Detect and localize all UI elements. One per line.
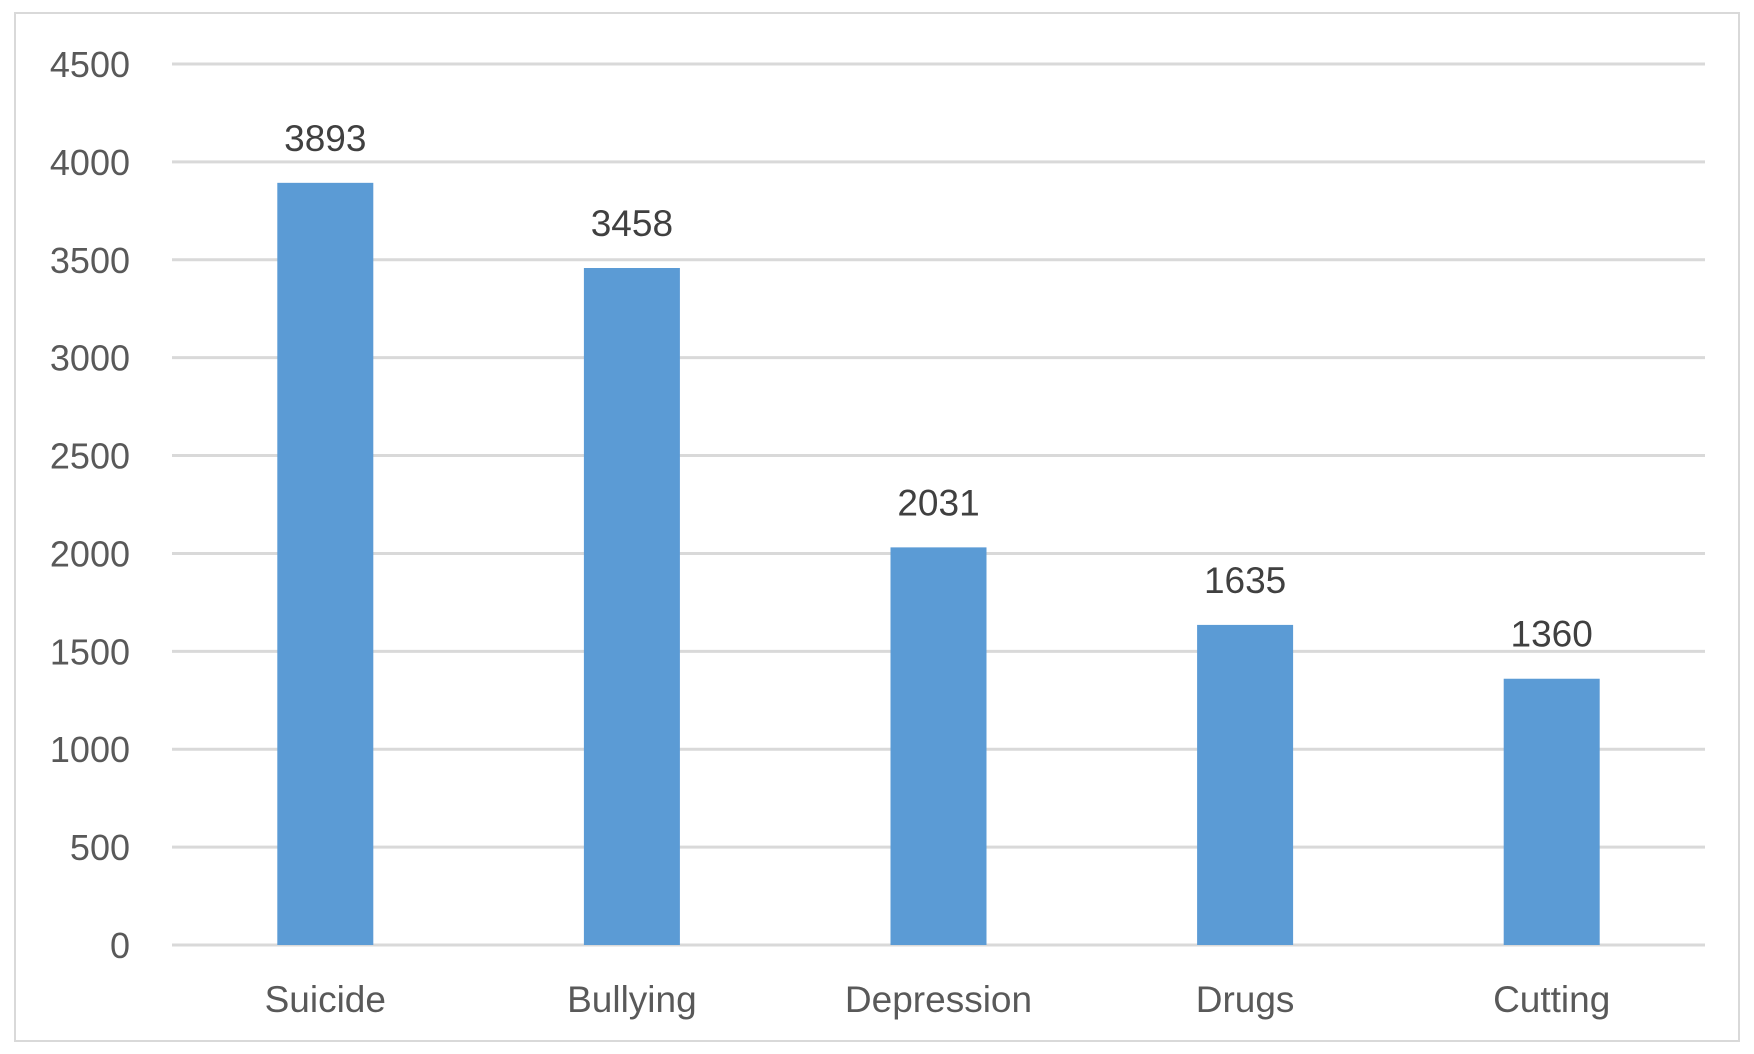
x-category-label: Depression (845, 979, 1032, 1020)
y-tick-label: 4500 (50, 44, 130, 85)
x-category-label: Suicide (265, 979, 386, 1020)
y-tick-label: 4000 (50, 142, 130, 183)
bar (1503, 678, 1600, 945)
y-axis-tick-labels: 0 500 1000 1500 2000 2500 3000 3500 4000 4500 (50, 44, 130, 966)
data-label: 3458 (591, 203, 673, 244)
bar (277, 182, 374, 946)
y-tick-label: 1000 (50, 729, 130, 770)
y-tick-label: 2000 (50, 533, 130, 574)
y-tick-label: 0 (110, 925, 130, 966)
x-category-label: Cutting (1493, 979, 1610, 1020)
x-category-label: Bullying (567, 979, 697, 1020)
data-labels: 3893 3458 2031 1635 1360 (284, 118, 1593, 655)
x-axis-category-labels: Suicide Bullying Depression Drugs Cutting (265, 979, 1611, 1020)
y-tick-label: 3500 (50, 240, 130, 281)
y-tick-label: 3000 (50, 338, 130, 379)
data-label: 3893 (284, 118, 366, 159)
bars (277, 182, 1600, 946)
x-category-label: Drugs (1196, 979, 1295, 1020)
y-tick-label: 1500 (50, 631, 130, 672)
y-tick-label: 2500 (50, 436, 130, 477)
data-label: 2031 (897, 482, 979, 523)
gridlines (172, 62, 1705, 947)
bar (890, 547, 987, 945)
bar (1197, 624, 1294, 945)
y-tick-label: 500 (70, 827, 130, 868)
data-label: 1635 (1204, 560, 1286, 601)
bar (583, 268, 680, 945)
data-label: 1360 (1511, 614, 1593, 655)
